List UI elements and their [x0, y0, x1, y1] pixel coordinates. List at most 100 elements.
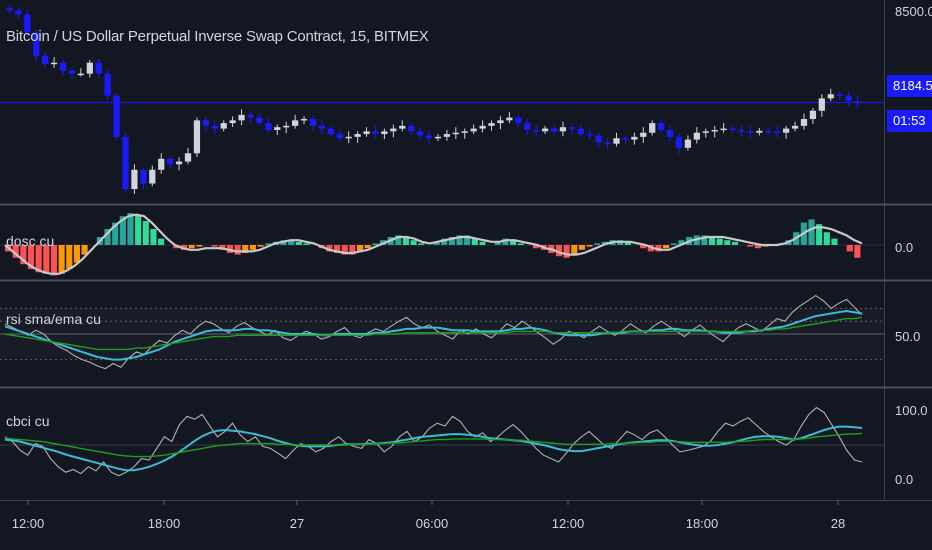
dosc-bar-94: [724, 240, 731, 245]
dosc-bar-93: [716, 238, 723, 245]
rsi-series-2: [4, 316, 863, 351]
dosc-bar-48: [372, 243, 379, 245]
dosc-bar-34: [265, 243, 272, 245]
candle-body-67: [604, 142, 611, 144]
candle-body-30: [274, 127, 281, 130]
dosc-bar-5: [43, 245, 50, 274]
cbci-series-1: [4, 425, 863, 472]
cbci-series-2: [4, 432, 863, 458]
dosc-bar-54: [418, 243, 425, 245]
candle-body-10: [95, 62, 102, 74]
grid-layer: [0, 0, 932, 505]
candle-body-60: [541, 128, 549, 132]
candle-body-85: [765, 130, 772, 133]
dosc-bar-2: [20, 245, 27, 265]
rsi-axis-tick-50: 50.0: [895, 329, 920, 344]
candle-body-52: [470, 128, 477, 132]
dosc-bar-83: [640, 245, 647, 249]
candle-body-8: [77, 73, 85, 76]
candle-body-47: [425, 135, 433, 139]
dosc-bar-65: [502, 238, 509, 245]
dosc-bar-87: [670, 243, 677, 245]
dosc-axis-tick-0: 0.0: [895, 240, 913, 255]
candle-body-32: [292, 120, 299, 126]
dosc-bar-45: [349, 245, 356, 255]
dosc-bar-27: [211, 245, 218, 247]
price-axis-tick-8500: 8500.0: [895, 4, 932, 19]
candle-body-77: [693, 132, 700, 140]
candle-body-95: [854, 101, 861, 103]
dosc-bar-24: [188, 245, 195, 249]
dosc-bar-10: [81, 245, 88, 255]
candle-body-83: [747, 131, 754, 133]
dosc-bar-1: [12, 245, 19, 258]
candle-body-45: [408, 125, 415, 132]
candle-body-0: [6, 8, 13, 11]
dosc-bar-47: [364, 245, 371, 249]
dosc-bar-13: [104, 229, 111, 245]
dosc-bar-105: [808, 219, 815, 245]
panel-label-dosc: dosc cu: [6, 233, 55, 249]
candle-body-7: [68, 70, 76, 74]
candle-body-11: [104, 73, 111, 96]
candle-body-39: [354, 134, 361, 137]
last-price-tag: 8184.5: [887, 75, 932, 97]
candle-body-46: [416, 131, 424, 136]
candle-body-59: [533, 129, 540, 132]
candle-body-49: [443, 134, 451, 137]
dosc-bar-25: [196, 245, 203, 247]
dosc-bar-64: [494, 241, 501, 245]
candle-body-48: [434, 136, 442, 139]
candle-body-93: [836, 94, 843, 96]
candle-body-88: [791, 125, 799, 129]
dosc-bar-17: [135, 214, 142, 245]
time-tick-1200-b: 12:00: [552, 516, 585, 531]
candle-body-91: [818, 98, 825, 111]
candle-body-31: [283, 125, 290, 128]
dosc-bar-59: [456, 235, 463, 245]
candle-body-86: [774, 131, 781, 133]
dosc-bar-7: [58, 245, 65, 274]
candle-body-36: [327, 128, 334, 135]
candle-body-42: [381, 131, 388, 135]
dosc-bar-81: [624, 241, 631, 245]
dosc-bar-51: [395, 235, 402, 245]
candle-body-29: [265, 123, 272, 130]
dosc-bar-69: [532, 245, 540, 249]
dosc-bar-73: [563, 245, 570, 258]
chart-title: Bitcoin / US Dollar Perpetual Inverse Sw…: [6, 28, 429, 45]
dosc-bar-62: [479, 241, 486, 245]
dosc-bar-46: [356, 245, 364, 252]
candle-body-33: [300, 118, 308, 121]
cbci-series-0: [4, 406, 863, 477]
dosc-bar-91: [701, 235, 708, 245]
candle-body-26: [238, 114, 245, 121]
candle-body-3: [33, 32, 40, 56]
time-tick-27: 27: [290, 516, 304, 531]
dosc-bar-56: [433, 241, 440, 245]
dosc-bar-111: [854, 245, 861, 258]
time-axis: 12:00 18:00 27 06:00 12:00 18:00 28: [12, 516, 846, 531]
candle-body-35: [318, 125, 326, 129]
dosc-bar-60: [464, 235, 471, 245]
dosc-bar-92: [708, 237, 716, 245]
cbci-axis-tick-100: 100.0: [895, 403, 928, 418]
candle-body-53: [479, 125, 486, 129]
dosc-bar-18: [142, 221, 149, 245]
candle-body-75: [675, 136, 683, 148]
dosc-bar-95: [731, 241, 739, 245]
cbci-axis-tick-0: 0.0: [895, 472, 913, 487]
dosc-bar-32: [249, 245, 256, 250]
candle-body-94: [845, 95, 852, 102]
candle-body-21: [193, 120, 201, 154]
dosc-bar-108: [831, 238, 838, 245]
candle-body-51: [461, 131, 468, 133]
candle-body-24: [220, 123, 227, 129]
candle-body-63: [568, 127, 575, 129]
candle-body-65: [586, 134, 593, 136]
dosc-bar-107: [823, 232, 830, 245]
candle-body-79: [711, 129, 718, 132]
dosc-bar-14: [112, 222, 119, 245]
candle-body-71: [640, 132, 647, 137]
